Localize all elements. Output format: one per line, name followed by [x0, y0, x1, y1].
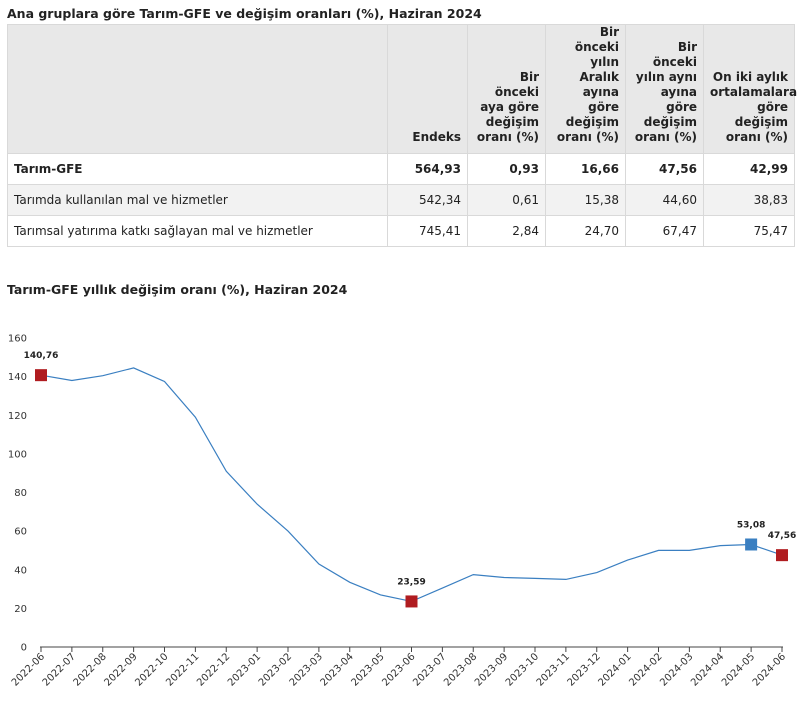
data-label: 47,56: [768, 531, 796, 541]
table-row-investment: Tarımsal yatırıma katkı sağlayan mal ve …: [7, 215, 795, 247]
line-chart: 0 20 40 60 80 100 120 140 160 2022-062022-072022…: [8, 334, 796, 689]
header-monthly-change: Bir önceki aya göre değişim oranı (%): [467, 24, 546, 154]
cell-december-change: 24,70: [545, 215, 626, 247]
row-label: Tarım-GFE: [7, 153, 388, 185]
data-label: 140,76: [24, 351, 59, 361]
header-12month-average-change: On iki aylık ortalamalara göre değişim oranı…: [703, 24, 797, 154]
cell-12month-average-change: 38,83: [703, 184, 795, 216]
cell-monthly-change: 0,93: [467, 153, 546, 185]
cell-12month-average-change: 75,47: [703, 215, 795, 247]
index-table: Endeks Bir önceki aya göre değişim oranı (%…: [7, 24, 797, 247]
cell-endeks: 564,93: [387, 153, 468, 185]
y-tick-label: 80: [14, 488, 27, 499]
cell-annual-change: 47,56: [625, 153, 704, 185]
y-tick-label: 20: [14, 604, 27, 615]
table-row-tarim-gfe: Tarım-GFE 564,93 0,93 16,66 47,56 42,99: [7, 153, 795, 185]
row-label: Tarımda kullanılan mal ve hizmetler: [7, 184, 388, 216]
header-annual-change: Bir önceki yılın aynı ayına göre değişim ora…: [625, 24, 704, 154]
data-label: 53,08: [737, 520, 765, 530]
table-title: Ana gruplara göre Tarım-GFE ve değişim o…: [7, 6, 482, 21]
cell-endeks: 542,34: [387, 184, 468, 216]
cell-monthly-change: 2,84: [467, 215, 546, 247]
y-tick-label: 60: [14, 527, 27, 538]
header-label-cell: [7, 24, 388, 154]
row-label: Tarımsal yatırıma katkı sağlayan mal ve …: [7, 215, 388, 247]
cell-annual-change: 44,60: [625, 184, 704, 216]
data-point-marker: [776, 549, 788, 562]
y-axis: 0 20 40 60 80 100 120 140 160: [8, 334, 27, 654]
chart-title: Tarım-GFE yıllık değişim oranı (%), Hazi…: [7, 282, 348, 297]
y-tick-label: 40: [14, 565, 27, 576]
y-tick-label: 160: [8, 334, 27, 345]
data-point-marker: [405, 595, 418, 608]
series-line: [40, 367, 783, 603]
cell-12month-average-change: 42,99: [703, 153, 795, 185]
table-row-inputs: Tarımda kullanılan mal ve hizmetler 542,…: [7, 184, 795, 216]
header-endeks: Endeks: [387, 24, 468, 154]
y-tick-label: 120: [8, 411, 27, 422]
cell-monthly-change: 0,61: [467, 184, 546, 216]
data-label: 23,59: [397, 577, 425, 587]
x-tick-label: 2024-06: [751, 651, 788, 688]
cell-december-change: 16,66: [545, 153, 626, 185]
data-point-marker: [745, 538, 758, 551]
cell-annual-change: 67,47: [625, 215, 704, 247]
header-december-change: Bir önceki yılın Aralık ayına göre değişim o…: [545, 24, 626, 154]
table-header-row: Endeks Bir önceki aya göre değişim oranı (%…: [7, 24, 797, 154]
y-tick-label: 140: [8, 372, 27, 383]
y-tick-label: 100: [8, 449, 27, 460]
series-tarim-gfe: [40, 367, 783, 603]
y-tick-label: 0: [21, 643, 27, 654]
x-axis: 2022-062022-072022-082022-092022-102022-…: [10, 646, 788, 689]
data-point-marker: [35, 369, 47, 382]
cell-endeks: 745,41: [387, 215, 468, 247]
cell-december-change: 15,38: [545, 184, 626, 216]
